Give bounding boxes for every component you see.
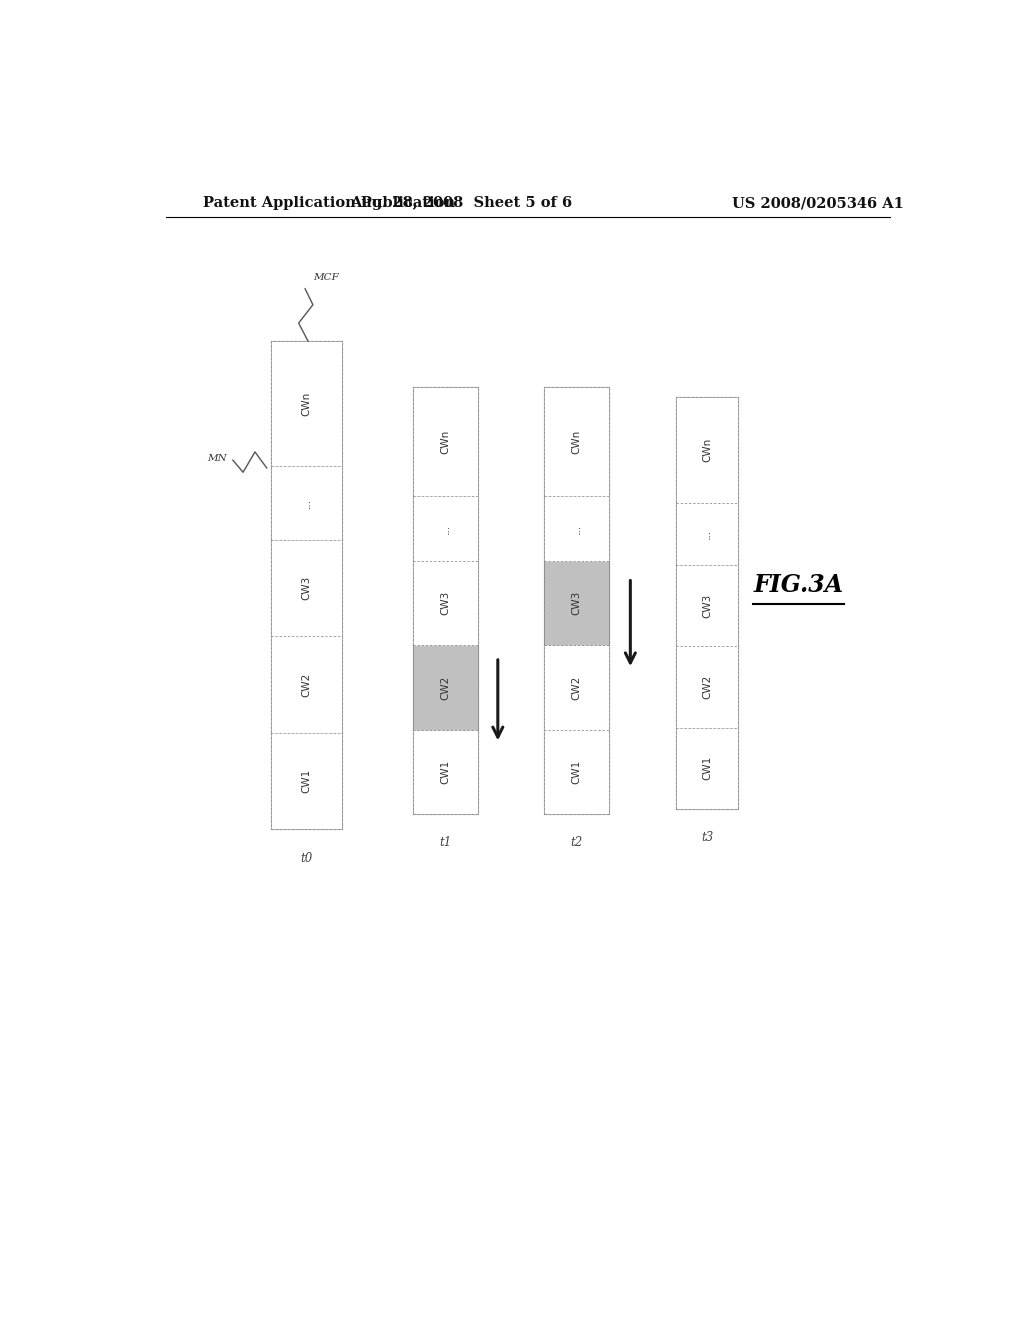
Text: CWn: CWn [571, 429, 582, 454]
Text: CW3: CW3 [571, 591, 582, 615]
Text: CW2: CW2 [571, 676, 582, 700]
Text: CW3: CW3 [301, 576, 311, 601]
Text: CW3: CW3 [440, 591, 451, 615]
Text: MCF: MCF [313, 273, 339, 282]
Bar [413, 496, 478, 561]
Bar [544, 387, 609, 496]
Text: ...: ... [702, 528, 713, 539]
Bar [413, 387, 478, 496]
Text: Aug. 28, 2008  Sheet 5 of 6: Aug. 28, 2008 Sheet 5 of 6 [350, 197, 572, 210]
Bar [413, 730, 478, 814]
Text: CW2: CW2 [301, 672, 311, 697]
Text: CW2: CW2 [702, 675, 713, 700]
Text: MN: MN [208, 454, 227, 462]
Bar [544, 730, 609, 814]
Bar [544, 645, 609, 730]
Bar [270, 733, 342, 829]
Bar [270, 636, 342, 733]
Text: CW2: CW2 [440, 676, 451, 700]
Text: ...: ... [440, 524, 451, 533]
Bar [413, 645, 478, 730]
Text: t1: t1 [439, 837, 452, 849]
Bar [270, 466, 342, 540]
Text: t0: t0 [300, 851, 312, 865]
Bar [270, 540, 342, 636]
Text: FIG.3A: FIG.3A [754, 573, 844, 597]
Bar [544, 561, 609, 645]
Bar [270, 342, 342, 466]
Text: CW1: CW1 [440, 760, 451, 784]
Bar [544, 496, 609, 561]
Text: CW1: CW1 [301, 768, 311, 793]
Text: US 2008/0205346 A1: US 2008/0205346 A1 [732, 197, 904, 210]
Bar [677, 565, 738, 647]
Bar [677, 647, 738, 727]
Bar [677, 397, 738, 503]
Text: CWn: CWn [440, 429, 451, 454]
Bar [677, 503, 738, 565]
Text: t3: t3 [701, 832, 714, 845]
Text: CWn: CWn [702, 438, 713, 462]
Text: CWn: CWn [301, 392, 311, 416]
Text: CW1: CW1 [571, 760, 582, 784]
Text: ...: ... [571, 524, 582, 533]
Text: t2: t2 [570, 837, 583, 849]
Bar [413, 561, 478, 645]
Text: CW1: CW1 [702, 756, 713, 780]
Text: Patent Application Publication: Patent Application Publication [204, 197, 456, 210]
Text: CW3: CW3 [702, 594, 713, 618]
Text: ...: ... [301, 498, 311, 508]
Bar [677, 727, 738, 809]
